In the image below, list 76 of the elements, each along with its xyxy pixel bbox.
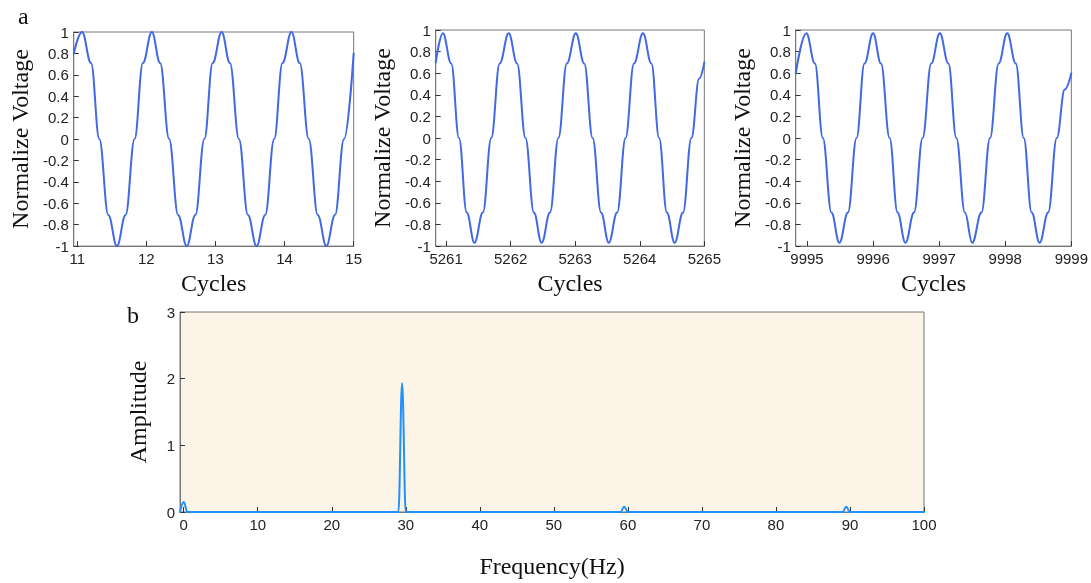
y-tick-label: 1 [422,21,431,39]
y-tick-label: 0.4 [769,86,791,104]
y-tick-label: -0.2 [404,151,431,169]
y-axis-title: Amplitude [125,360,151,464]
y-tick-label: 0.4 [47,87,69,105]
x-tick-label: 5263 [558,250,592,268]
x-tick-label: 14 [276,250,293,268]
y-tick-label: -0.6 [404,194,431,212]
y-tick-label: -0.6 [42,194,69,212]
x-tick-label: 9998 [988,250,1022,268]
text: b [127,302,139,328]
y-tick-label: 0 [60,130,69,148]
y-tick-label: 3 [166,303,175,321]
y-tick-label: 0.6 [769,64,791,82]
y-tick-label: -1 [777,237,791,255]
y-tick-label: 1 [166,436,175,454]
y-tick-label: 0 [422,129,431,147]
y-axis-title: Normalize Voltage [7,49,33,229]
y-tick-label: -1 [417,237,431,255]
y-tick-label: 0.8 [409,43,431,61]
x-tick-label: 9999 [1054,250,1088,268]
y-tick-label: 0.6 [47,66,69,84]
y-tick-label: 0.2 [47,109,69,127]
x-tick-label: 9997 [922,250,956,268]
y-tick-label: -0.2 [764,151,791,169]
y-tick-label: -0.8 [42,216,69,234]
y-tick-label: 0 [782,129,791,147]
line-series [434,32,706,244]
y-tick-label: 0.6 [409,64,431,82]
y-tick-label: -0.2 [42,151,69,169]
y-tick-label: -1 [55,237,69,255]
line-series [794,32,1073,244]
x-tick-label: 40 [471,516,489,533]
y-tick-label: 0.8 [769,43,791,61]
y-tick-label: 0.8 [47,44,69,62]
x-tick-label: 10 [249,516,267,533]
x-tick-label: 100 [911,516,937,533]
y-tick-label: 2 [166,370,175,388]
y-tick-label: -0.8 [764,215,791,233]
x-tick-label: 9995 [790,250,824,268]
y-tick-label: 0.4 [409,86,431,104]
x-tick-label: 60 [619,516,637,533]
x-tick-label: 80 [767,516,785,533]
x-tick-label: 5265 [687,250,721,268]
x-tick-label: 5264 [623,250,657,268]
y-tick-label: -0.6 [764,194,791,212]
y-tick-label: -0.8 [404,215,431,233]
text: a [18,3,29,29]
x-tick-label: 30 [397,516,415,533]
line-series [72,31,355,248]
y-tick-label: 0 [166,503,175,521]
y-axis-title: Normalize Voltage [369,48,395,228]
y-tick-label: -0.4 [42,173,69,191]
y-tick-label: 0.2 [409,107,431,125]
y-tick-label: -0.4 [404,172,431,190]
y-tick-label: 1 [60,23,69,41]
x-tick-label: 13 [207,250,224,268]
x-axis-title: Cycles [900,270,967,296]
x-tick-label: 90 [841,516,859,533]
x-tick-label: 0 [179,516,188,533]
y-tick-label: 0.2 [769,107,791,125]
x-tick-label: 9996 [856,250,890,268]
x-tick-label: 5262 [493,250,528,268]
x-tick-label: 15 [345,250,362,268]
y-tick-label: 1 [782,21,791,39]
x-tick-label: 5261 [429,250,463,268]
x-tick-label: 12 [137,250,155,268]
x-axis-title: Frequency(Hz) [479,553,625,579]
x-tick-label: 50 [545,516,563,533]
x-axis-title: Cycles [537,270,603,296]
x-axis-title: Cycles [181,270,247,296]
x-tick-label: 20 [323,516,341,533]
y-axis-title: Normalize Voltage [729,48,755,228]
x-tick-label: 11 [69,250,85,268]
x-tick-label: 70 [693,516,711,533]
y-tick-label: -0.4 [764,172,791,190]
